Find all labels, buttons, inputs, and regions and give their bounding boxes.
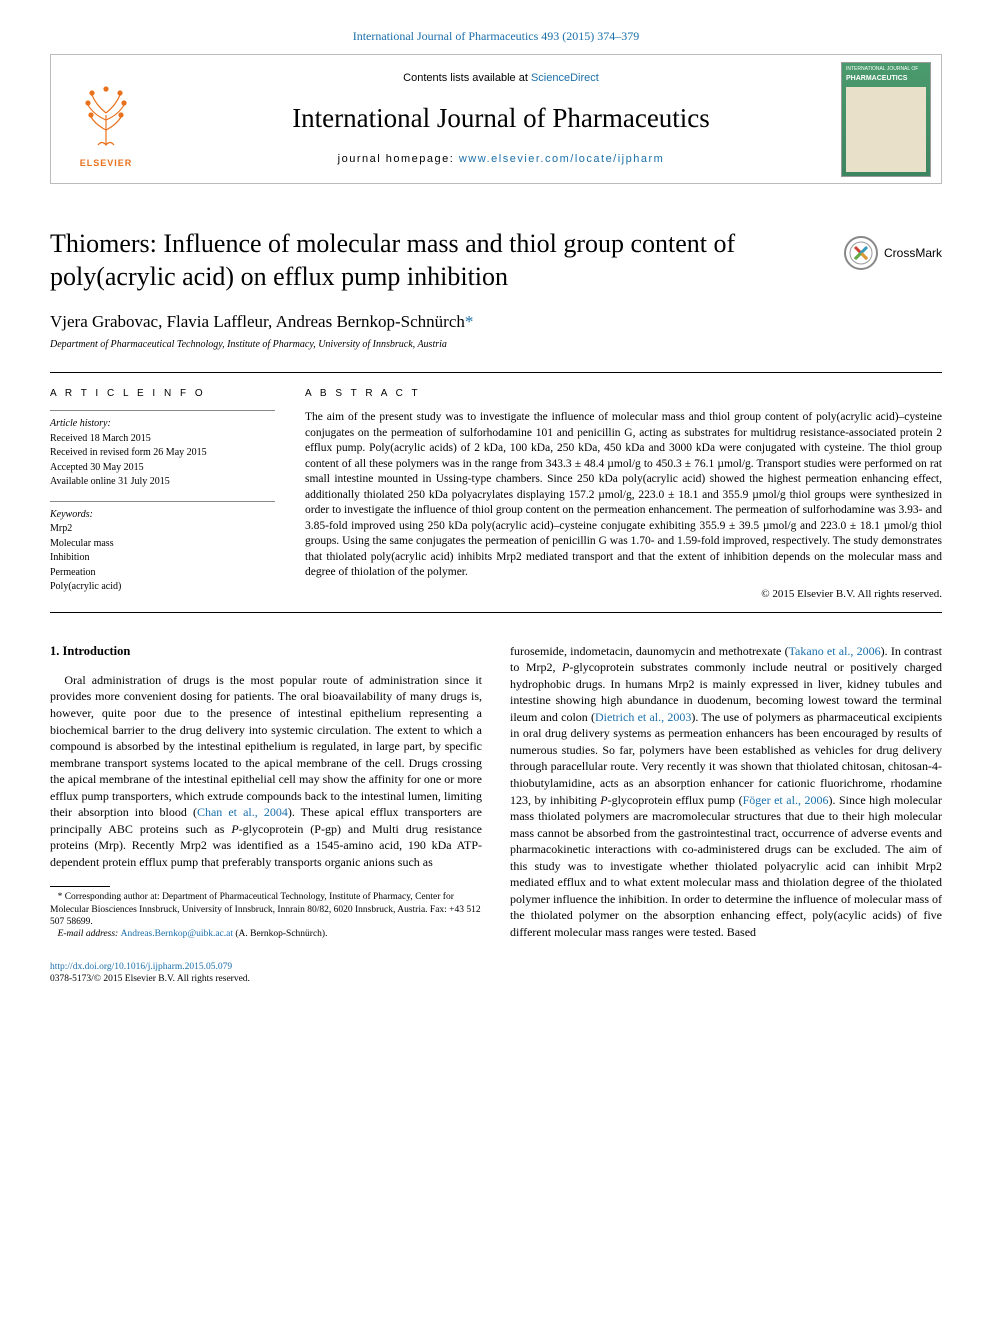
doi-link[interactable]: http://dx.doi.org/10.1016/j.ijpharm.2015…	[50, 962, 232, 972]
body-columns: 1. Introduction Oral administration of d…	[50, 643, 942, 941]
crossmark-label: CrossMark	[884, 245, 942, 261]
keyword: Poly(acrylic acid)	[50, 580, 275, 594]
text-run: furosemide, indometacin, daunomycin and …	[510, 644, 789, 658]
abstract-col: A B S T R A C T The aim of the present s…	[305, 373, 942, 602]
citation-link[interactable]: International Journal of Pharmaceutics 4…	[353, 29, 640, 43]
history-line: Received 18 March 2015	[50, 432, 275, 446]
bottom-bar: http://dx.doi.org/10.1016/j.ijpharm.2015…	[50, 961, 942, 986]
history-line: Available online 31 July 2015	[50, 475, 275, 489]
keyword: Permeation	[50, 566, 275, 580]
homepage-prefix: journal homepage:	[338, 153, 459, 165]
citation-link[interactable]: Chan et al., 2004	[197, 805, 288, 819]
authors-text: Vjera Grabovac, Flavia Laffleur, Andreas…	[50, 312, 465, 331]
citation-link[interactable]: Takano et al., 2006	[789, 644, 881, 658]
header-center: Contents lists available at ScienceDirec…	[161, 63, 841, 175]
history-label: Article history:	[50, 417, 275, 431]
elsevier-logo: ELSEVIER	[51, 55, 161, 183]
citation-link[interactable]: Föger et al., 2006	[743, 793, 829, 807]
sciencedirect-link[interactable]: ScienceDirect	[531, 72, 599, 84]
keywords-label: Keywords:	[50, 501, 275, 522]
corresponding-footnote: * Corresponding author at: Department of…	[50, 891, 482, 940]
homepage-link[interactable]: www.elsevier.com/locate/ijpharm	[459, 153, 664, 165]
history-line: Accepted 30 May 2015	[50, 461, 275, 475]
corresp-mark: *	[465, 312, 474, 331]
contents-line: Contents lists available at ScienceDirec…	[181, 71, 821, 86]
info-heading: A R T I C L E I N F O	[50, 387, 275, 401]
history-line: Received in revised form 26 May 2015	[50, 446, 275, 460]
crossmark-badge[interactable]: CrossMark	[844, 236, 942, 270]
cover-body	[846, 87, 926, 172]
info-abstract-row: A R T I C L E I N F O Article history: R…	[50, 373, 942, 602]
keyword: Molecular mass	[50, 537, 275, 551]
email-suffix: (A. Bernkop-Schnürch).	[233, 929, 327, 939]
email-label: E-mail address:	[58, 929, 121, 939]
article-title: Thiomers: Influence of molecular mass an…	[50, 228, 942, 293]
footnote-rule	[50, 886, 110, 887]
elsevier-tree-icon	[71, 70, 141, 155]
journal-header-box: ELSEVIER Contents lists available at Sci…	[50, 54, 942, 184]
cover-top-text: INTERNATIONAL JOURNAL OF	[842, 63, 930, 76]
intro-paragraph: Oral administration of drugs is the most…	[50, 672, 482, 871]
abstract-copyright: © 2015 Elsevier B.V. All rights reserved…	[305, 587, 942, 602]
rule-bottom	[50, 612, 942, 613]
issn-copyright: 0378-5173/© 2015 Elsevier B.V. All right…	[50, 974, 250, 984]
citation-header: International Journal of Pharmaceutics 4…	[0, 0, 992, 54]
body-col-left: 1. Introduction Oral administration of d…	[50, 643, 482, 941]
keyword: Mrp2	[50, 522, 275, 536]
journal-name: International Journal of Pharmaceutics	[181, 100, 821, 136]
text-run: Oral administration of drugs is the most…	[50, 673, 482, 819]
authors-line: Vjera Grabovac, Flavia Laffleur, Andreas…	[50, 311, 942, 334]
cover-title-text: PHARMACEUTICS	[842, 75, 930, 83]
abstract-text: The aim of the present study was to inve…	[305, 410, 942, 581]
body-col-right: furosemide, indometacin, daunomycin and …	[510, 643, 942, 941]
email-link[interactable]: Andreas.Bernkop@uibk.ac.at	[121, 929, 233, 939]
journal-cover-thumb: INTERNATIONAL JOURNAL OF PHARMACEUTICS	[841, 62, 931, 177]
affiliation: Department of Pharmaceutical Technology,…	[50, 338, 942, 352]
text-italic: P	[600, 793, 607, 807]
article-info-col: A R T I C L E I N F O Article history: R…	[50, 373, 275, 602]
intro-heading: 1. Introduction	[50, 643, 482, 660]
text-italic: P	[231, 822, 238, 836]
keyword: Inhibition	[50, 551, 275, 565]
elsevier-wordmark: ELSEVIER	[80, 157, 133, 169]
text-run: -glycoprotein efflux pump (	[608, 793, 743, 807]
title-block: Thiomers: Influence of molecular mass an…	[50, 228, 942, 293]
footnote-corr-text: * Corresponding author at: Department of…	[50, 891, 482, 928]
contents-prefix: Contents lists available at	[403, 72, 531, 84]
abstract-heading: A B S T R A C T	[305, 387, 942, 401]
crossmark-icon	[844, 236, 878, 270]
info-rule	[50, 410, 275, 411]
homepage-line: journal homepage: www.elsevier.com/locat…	[181, 152, 821, 167]
footnote-email-line: E-mail address: Andreas.Bernkop@uibk.ac.…	[50, 928, 482, 940]
citation-link[interactable]: Dietrich et al., 2003	[595, 710, 691, 724]
intro-paragraph-cont: furosemide, indometacin, daunomycin and …	[510, 643, 942, 941]
text-run: ). Since high molecular mass thiolated p…	[510, 793, 942, 939]
